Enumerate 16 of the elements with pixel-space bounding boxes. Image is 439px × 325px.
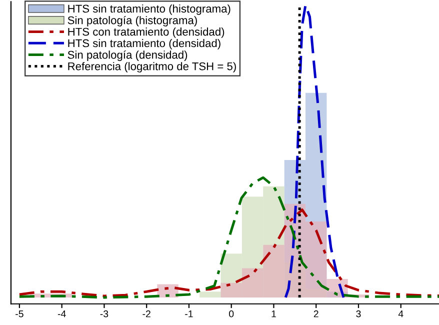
x-tick-label: 4 bbox=[398, 310, 404, 318]
x-tick-label: -2 bbox=[142, 310, 150, 318]
x-tick-label: 1 bbox=[272, 310, 276, 318]
x-tick-label: -1 bbox=[185, 310, 193, 318]
x-tick-label: -5 bbox=[16, 310, 24, 318]
x-tick-label: 3 bbox=[356, 310, 361, 318]
legend-label: Sin patología (histograma) bbox=[68, 16, 197, 26]
x-tick-label: 0 bbox=[229, 310, 234, 318]
legend-label: HTS con tratamiento (densidad) bbox=[68, 28, 224, 38]
legend-label: HTS sin tratamiento (histograma) bbox=[68, 4, 230, 15]
x-tick-label: -3 bbox=[100, 310, 108, 318]
legend-label: HTS sin tratamiento (densidad) bbox=[68, 39, 220, 50]
x-tick-label: -4 bbox=[58, 310, 66, 318]
legend-label: Referencia (logaritmo de TSH = 5) bbox=[68, 62, 236, 72]
x-tick-label: 2 bbox=[314, 310, 318, 318]
legend-label: Sin patología (densidad) bbox=[68, 50, 188, 61]
